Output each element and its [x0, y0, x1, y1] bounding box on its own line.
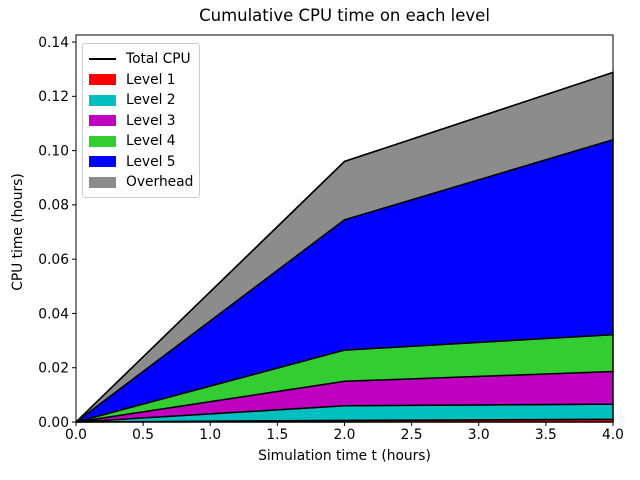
legend-label-level-5: Level 5	[126, 153, 176, 170]
legend-color-swatch-level-5	[89, 156, 116, 168]
legend-entry-overhead: Overhead	[89, 172, 193, 193]
legend-entry-total-cpu: Total CPU	[89, 49, 193, 70]
x-tick-label: 2.0	[334, 427, 356, 443]
total-cpu-line	[75, 71, 614, 423]
legend-label-level-3: Level 3	[126, 112, 176, 129]
x-tick-label: 4.0	[602, 427, 624, 443]
legend-color-swatch-overhead	[89, 176, 116, 188]
legend-label-level-4: Level 4	[126, 133, 176, 150]
y-tick-label: 0.14	[38, 35, 69, 51]
legend-label-overhead: Overhead	[126, 174, 194, 191]
x-tick-label: 3.0	[468, 427, 490, 443]
x-tick-label: 2.5	[401, 427, 423, 443]
legend-label-level-1: Level 1	[126, 71, 176, 88]
legend-line-swatch-total-cpu	[89, 58, 116, 61]
legend-label-total-cpu: Total CPU	[126, 51, 191, 68]
y-tick-label: 0.10	[38, 143, 69, 159]
x-tick-label: 1.5	[266, 427, 288, 443]
y-tick-label: 0.08	[38, 198, 69, 214]
legend-color-swatch-level-2	[89, 94, 116, 106]
y-axis-label: CPU time (hours)	[10, 173, 26, 291]
y-tick-label: 0.04	[38, 306, 69, 322]
legend-color-swatch-level-4	[89, 135, 116, 147]
y-tick-label: 0.02	[38, 361, 69, 377]
x-tick-label: 1.0	[199, 427, 221, 443]
legend-entry-level-3: Level 3	[89, 111, 193, 132]
legend-entry-level-2: Level 2	[89, 90, 193, 111]
legend-entry-level-1: Level 1	[89, 70, 193, 91]
x-axis-label: Simulation time t (hours)	[258, 448, 431, 464]
y-tick-label: 0.12	[38, 89, 69, 105]
legend-label-level-2: Level 2	[126, 92, 176, 109]
x-tick-label: 0.5	[132, 427, 154, 443]
chart-title: Cumulative CPU time on each level	[199, 6, 490, 25]
x-tick-label: 0.0	[65, 427, 87, 443]
x-tick-label: 3.5	[535, 427, 557, 443]
legend-color-swatch-level-3	[89, 115, 116, 127]
legend: Total CPU Level 1 Level 2 Level 3 Level 4 Lev…	[82, 43, 200, 198]
legend-entry-level-4: Level 4	[89, 131, 193, 152]
legend-color-swatch-level-1	[89, 74, 116, 86]
y-tick-label: 0.06	[38, 252, 69, 268]
legend-entry-level-5: Level 5	[89, 152, 193, 173]
y-tick-label: 0.00	[38, 415, 69, 431]
